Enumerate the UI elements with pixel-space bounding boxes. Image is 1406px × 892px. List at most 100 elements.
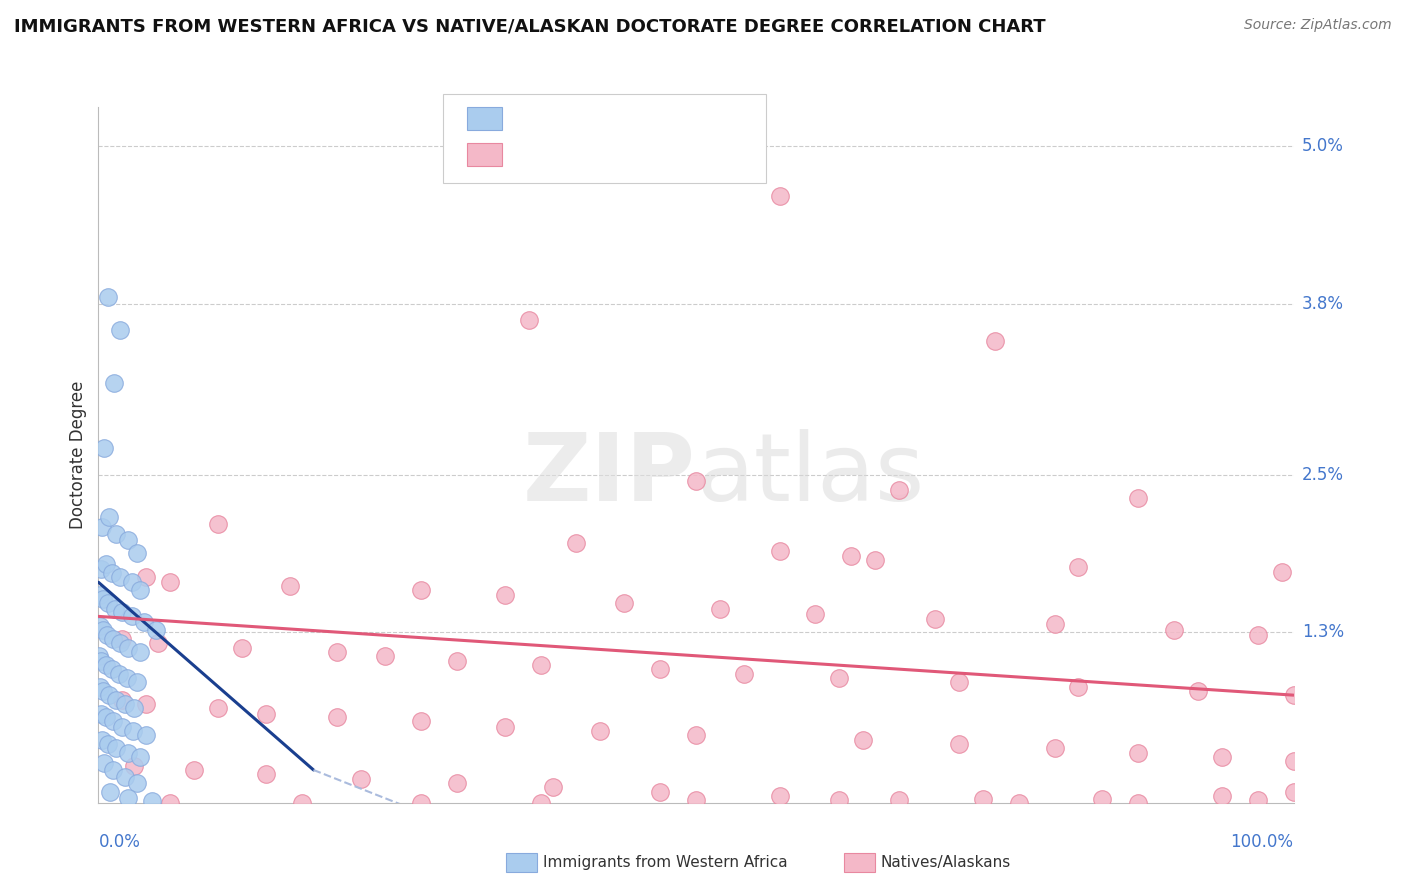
Point bbox=[1128, 796, 1150, 810]
Point bbox=[1043, 740, 1066, 755]
Point bbox=[117, 640, 139, 655]
Text: 64: 64 bbox=[658, 110, 681, 128]
Point bbox=[94, 710, 117, 724]
Point bbox=[91, 520, 114, 534]
Point bbox=[207, 701, 229, 715]
Point bbox=[685, 727, 707, 741]
Point bbox=[290, 796, 312, 810]
Point bbox=[124, 701, 146, 715]
Point bbox=[983, 334, 1005, 348]
Point bbox=[828, 793, 851, 807]
Point bbox=[948, 737, 970, 751]
Point bbox=[529, 657, 551, 672]
Point bbox=[924, 612, 946, 626]
Point bbox=[517, 312, 540, 326]
Point bbox=[254, 706, 277, 721]
Point bbox=[105, 740, 128, 755]
Point bbox=[768, 189, 790, 203]
Point bbox=[1211, 789, 1233, 804]
Point bbox=[89, 680, 111, 694]
Point bbox=[1211, 749, 1233, 764]
Point bbox=[972, 792, 994, 806]
Text: N =: N = bbox=[626, 110, 662, 128]
Point bbox=[111, 606, 134, 620]
Point bbox=[1128, 746, 1150, 760]
Point bbox=[1282, 754, 1305, 768]
Point bbox=[90, 706, 112, 721]
Point bbox=[96, 628, 118, 642]
Point bbox=[494, 720, 516, 734]
Point bbox=[89, 618, 111, 632]
Point bbox=[122, 723, 145, 738]
Point bbox=[111, 720, 134, 734]
Point bbox=[685, 474, 707, 488]
Point bbox=[494, 588, 516, 602]
Point bbox=[90, 562, 112, 576]
Point bbox=[121, 609, 143, 624]
Point bbox=[1282, 785, 1305, 799]
Point bbox=[125, 546, 148, 560]
Point bbox=[129, 583, 152, 598]
Point bbox=[648, 785, 672, 799]
Point bbox=[135, 727, 157, 741]
Point bbox=[90, 654, 112, 668]
Point bbox=[411, 583, 433, 598]
Text: Immigrants from Western Africa: Immigrants from Western Africa bbox=[543, 855, 787, 870]
Point bbox=[446, 654, 468, 668]
Point bbox=[115, 671, 138, 685]
Point bbox=[183, 763, 205, 777]
Point bbox=[108, 570, 131, 584]
Point bbox=[768, 789, 790, 804]
Point bbox=[589, 723, 612, 738]
Point bbox=[97, 596, 120, 610]
Point bbox=[124, 759, 146, 773]
Point bbox=[114, 770, 136, 784]
Point bbox=[1007, 796, 1029, 810]
Point bbox=[863, 553, 886, 567]
Point bbox=[97, 290, 120, 304]
Text: ZIP: ZIP bbox=[523, 429, 696, 521]
Point bbox=[98, 785, 122, 799]
Text: -0.392: -0.392 bbox=[546, 110, 605, 128]
Point bbox=[111, 693, 134, 707]
Point bbox=[89, 588, 111, 602]
Point bbox=[97, 737, 120, 751]
Point bbox=[135, 570, 157, 584]
Point bbox=[828, 671, 851, 685]
Point bbox=[117, 746, 139, 760]
Point bbox=[100, 662, 122, 676]
Point bbox=[125, 675, 148, 690]
Point bbox=[114, 698, 136, 712]
Point bbox=[889, 793, 911, 807]
Text: R =: R = bbox=[513, 145, 550, 163]
Text: 2.5%: 2.5% bbox=[1302, 466, 1344, 483]
Point bbox=[207, 517, 229, 532]
Text: 3.8%: 3.8% bbox=[1302, 295, 1344, 313]
Point bbox=[117, 533, 139, 548]
Point bbox=[101, 714, 124, 729]
Point bbox=[1091, 792, 1114, 806]
Point bbox=[648, 662, 672, 676]
Point bbox=[685, 793, 707, 807]
Point bbox=[326, 645, 349, 659]
Point bbox=[948, 675, 970, 690]
Point bbox=[1187, 684, 1209, 698]
Point bbox=[733, 667, 755, 681]
Text: Natives/Alaskans: Natives/Alaskans bbox=[880, 855, 1011, 870]
Point bbox=[1128, 491, 1150, 506]
Point bbox=[129, 749, 152, 764]
Point bbox=[709, 601, 731, 615]
Point bbox=[278, 579, 301, 593]
Point bbox=[101, 632, 124, 646]
Point bbox=[889, 483, 911, 498]
Text: R =: R = bbox=[513, 110, 550, 128]
Point bbox=[135, 698, 157, 712]
Point bbox=[101, 763, 124, 777]
Point bbox=[541, 780, 564, 794]
Point bbox=[1163, 623, 1185, 637]
Point bbox=[141, 795, 163, 809]
Point bbox=[1067, 680, 1090, 694]
Point bbox=[446, 776, 468, 790]
Point bbox=[105, 526, 128, 541]
Point bbox=[254, 767, 277, 781]
